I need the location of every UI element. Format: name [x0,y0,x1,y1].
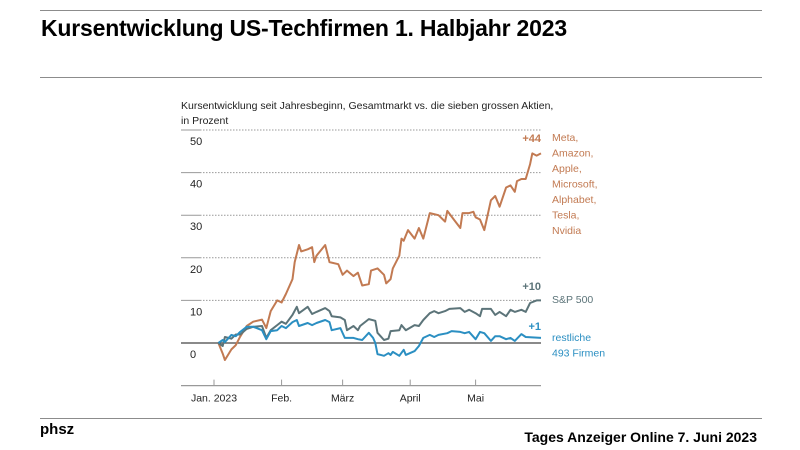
y-tick-label: 20 [190,264,202,276]
legend-label: Nvidia [552,225,581,237]
legend-label: Tesla, [552,210,579,222]
y-tick-label: 40 [190,179,202,191]
series-line [217,299,541,347]
series-line [217,152,542,361]
top-rule [40,10,762,11]
legend-label: Apple, [552,163,582,175]
legend-label: restliche [552,332,591,344]
series-end-label: +10 [522,281,541,293]
legend-label: Microsoft, [552,179,598,191]
legend-label: Amazon, [552,148,593,160]
x-tick-label: Mai [467,393,484,405]
series-end-label: +1 [528,321,541,333]
y-tick-label: 0 [190,349,196,361]
legend-label: Alphabet, [552,194,596,206]
source-right: Tages Anzeiger Online 7. Juni 2023 [524,429,757,445]
chart-subtitle: in Prozent [181,115,228,127]
series-end-label: +44 [522,133,542,145]
legend-label: 493 Firmen [552,348,605,360]
legend-label: S&P 500 [552,294,593,306]
y-tick-label: 50 [190,136,202,148]
y-tick-label: 30 [190,221,202,233]
x-tick-label: Feb. [271,393,292,405]
chart-title: Kursentwicklung seit Jahresbeginn, Gesam… [181,100,553,112]
slide-title: Kursentwicklung US-Techfirmen 1. Halbjah… [41,15,567,41]
series-line [217,319,542,357]
x-tick-label: April [400,393,421,405]
legend-label: Meta, [552,132,578,144]
source-left: phsz [40,421,75,438]
x-tick-label: Jan. 2023 [191,393,237,405]
x-tick-label: März [331,393,354,405]
y-tick-label: 10 [190,306,202,318]
title-rule [40,77,762,78]
footer-rule [40,418,762,419]
